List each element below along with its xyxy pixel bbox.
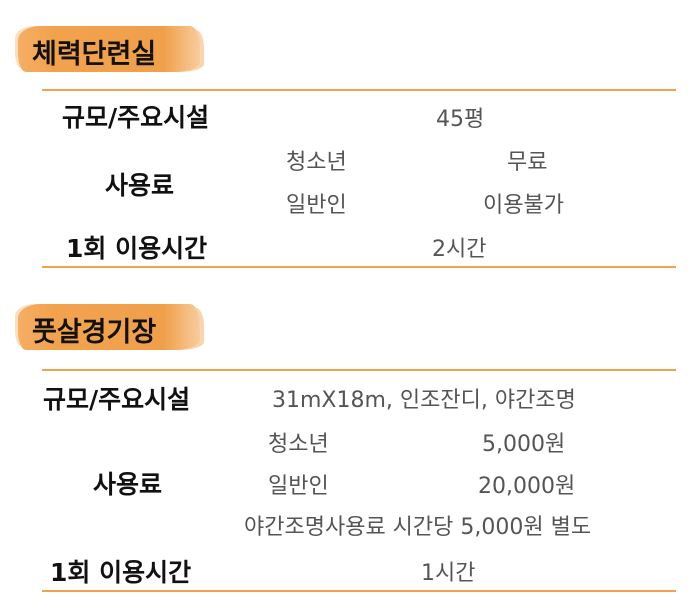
facilities-value: 31mX18m, 인조잔디, 야간조명	[272, 388, 576, 413]
fee-group-adult: 일반인	[268, 474, 329, 499]
bottom-rule	[42, 590, 676, 592]
fee-group-youth: 청소년	[268, 432, 329, 457]
title-brush-highlight	[18, 26, 200, 72]
fee-label: 사용료	[105, 171, 175, 200]
facilities-label: 규모/주요시설	[43, 385, 191, 414]
section-gym: 체력단련실 규모/주요시설 45평 사용료 청소년 무료 일반인 이용불가 1회…	[0, 0, 700, 280]
fee-price-adult: 이용불가	[483, 193, 564, 218]
bottom-rule	[42, 266, 676, 268]
section-title: 풋살경기장	[32, 317, 157, 348]
facilities-value: 45평	[436, 107, 485, 132]
usage-time-value: 2시간	[432, 237, 487, 262]
fee-group-youth: 청소년	[286, 150, 347, 175]
fee-note: 야간조명사용료 시간당 5,000원 별도	[244, 515, 592, 540]
fee-price-youth: 5,000원	[482, 432, 566, 457]
section-futsal: 풋살경기장 규모/주요시설 31mX18m, 인조잔디, 야간조명 사용료 청소…	[0, 292, 700, 613]
facilities-label: 규모/주요시설	[62, 103, 210, 132]
top-rule	[42, 369, 676, 371]
fee-price-adult: 20,000원	[478, 474, 576, 499]
fee-label: 사용료	[93, 470, 163, 499]
fee-price-youth: 무료	[507, 150, 548, 175]
top-rule	[42, 89, 676, 91]
usage-time-value: 1시간	[421, 561, 476, 586]
section-title: 체력단련실	[32, 39, 157, 70]
usage-time-label: 1회 이용시간	[50, 558, 192, 587]
title-brush-highlight	[18, 304, 200, 350]
fee-group-adult: 일반인	[286, 193, 347, 218]
usage-time-label: 1회 이용시간	[66, 234, 208, 263]
